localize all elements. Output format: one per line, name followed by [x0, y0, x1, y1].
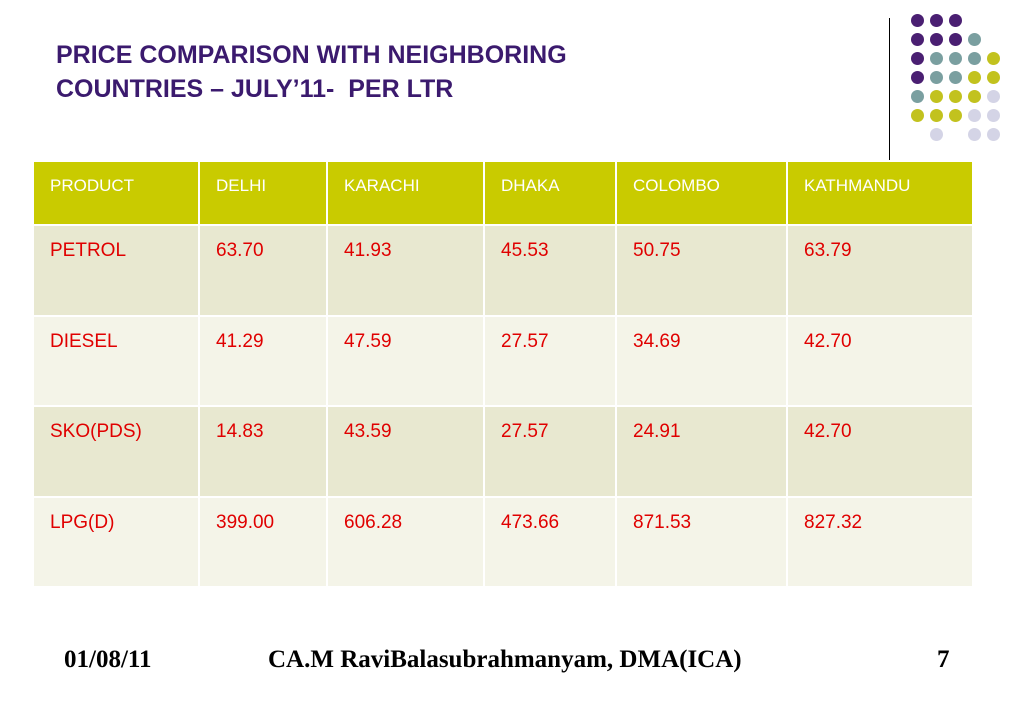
footer-page-number: 7	[937, 646, 950, 673]
header-cell-product: PRODUCT	[32, 160, 200, 226]
price-cell: 43.59	[326, 405, 485, 498]
price-cell: 42.70	[786, 405, 974, 498]
header-cell-karachi: KARACHI	[326, 160, 485, 226]
decorative-dot	[911, 90, 924, 103]
table-row: DIESEL 41.29 47.59 27.57 34.69 42.70	[32, 314, 974, 407]
header-cell-delhi: DELHI	[198, 160, 328, 226]
decorative-dot	[911, 14, 924, 27]
header-cell-colombo: COLOMBO	[615, 160, 788, 226]
product-cell: PETROL	[32, 224, 200, 317]
price-cell: 42.70	[786, 314, 974, 407]
decorative-dot	[949, 109, 962, 122]
decorative-dot	[930, 109, 943, 122]
decorative-dot	[968, 90, 981, 103]
price-comparison-table: PRODUCT DELHI KARACHI DHAKA COLOMBO KATH…	[32, 160, 974, 588]
decorative-divider-line	[889, 18, 890, 160]
decorative-dot	[930, 71, 943, 84]
price-cell: 606.28	[326, 495, 485, 588]
decorative-dot	[987, 109, 1000, 122]
table-row: SKO(PDS) 14.83 43.59 27.57 24.91 42.70	[32, 405, 974, 498]
price-cell: 41.93	[326, 224, 485, 317]
decorative-dot	[949, 52, 962, 65]
price-cell: 63.70	[198, 224, 328, 317]
price-cell: 14.83	[198, 405, 328, 498]
price-cell: 399.00	[198, 495, 328, 588]
footer-author: CA.M RaviBalasubrahmanyam, DMA(ICA)	[268, 646, 742, 673]
price-cell: 24.91	[615, 405, 788, 498]
price-cell: 871.53	[615, 495, 788, 588]
table-row: LPG(D) 399.00 606.28 473.66 871.53 827.3…	[32, 495, 974, 588]
decorative-dot	[911, 71, 924, 84]
decorative-dot	[968, 128, 981, 141]
header-cell-dhaka: DHAKA	[483, 160, 617, 226]
decorative-dot	[987, 52, 1000, 65]
price-cell: 473.66	[483, 495, 617, 588]
header-cell-kathmandu: KATHMANDU	[786, 160, 974, 226]
decorative-dot	[930, 128, 943, 141]
decorative-dot	[930, 90, 943, 103]
decorative-dot	[949, 71, 962, 84]
price-cell: 27.57	[483, 314, 617, 407]
decorative-dot	[968, 33, 981, 46]
decorative-dot	[911, 52, 924, 65]
decorative-dot	[987, 71, 1000, 84]
decorative-dot	[949, 90, 962, 103]
decorative-dot	[911, 109, 924, 122]
footer-date: 01/08/11	[64, 646, 152, 673]
decorative-dot	[968, 109, 981, 122]
decorative-dot	[911, 33, 924, 46]
product-cell: DIESEL	[32, 314, 200, 407]
decorative-dot	[930, 14, 943, 27]
decorative-dot	[930, 52, 943, 65]
product-cell: SKO(PDS)	[32, 405, 200, 498]
slide-title: PRICE COMPARISON WITH NEIGHBORING COUNTR…	[56, 38, 836, 106]
price-cell: 41.29	[198, 314, 328, 407]
price-cell: 34.69	[615, 314, 788, 407]
decorative-dot	[930, 33, 943, 46]
price-cell: 47.59	[326, 314, 485, 407]
price-cell: 45.53	[483, 224, 617, 317]
decorative-dot	[968, 71, 981, 84]
price-cell: 827.32	[786, 495, 974, 588]
decorative-dot	[949, 33, 962, 46]
slide-title-line-1: PRICE COMPARISON WITH NEIGHBORING	[56, 41, 567, 69]
price-cell: 27.57	[483, 405, 617, 498]
table-row: PETROL 63.70 41.93 45.53 50.75 63.79	[32, 224, 974, 317]
table-header-row: PRODUCT DELHI KARACHI DHAKA COLOMBO KATH…	[32, 160, 974, 226]
decorative-dot	[987, 128, 1000, 141]
slide-title-line-2: COUNTRIES – JULY’11- PER LTR	[56, 75, 454, 103]
product-cell: LPG(D)	[32, 495, 200, 588]
decorative-dot	[968, 52, 981, 65]
price-cell: 63.79	[786, 224, 974, 317]
decorative-dot	[949, 14, 962, 27]
decorative-dot	[987, 90, 1000, 103]
price-cell: 50.75	[615, 224, 788, 317]
